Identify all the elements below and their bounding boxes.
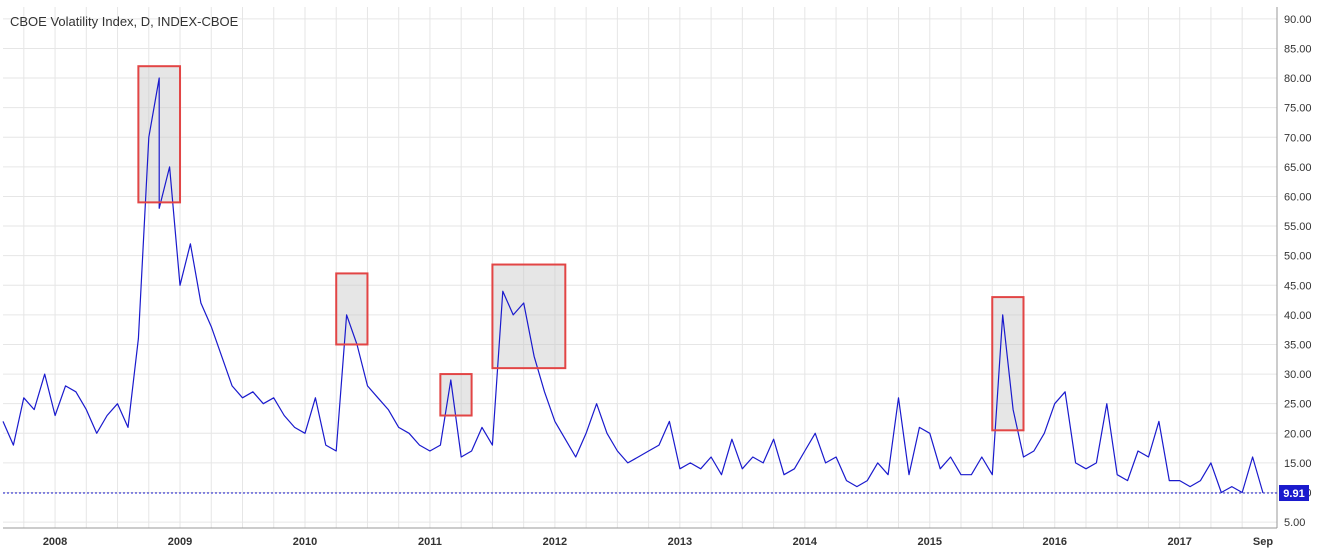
x-tick-label: 2011 bbox=[418, 536, 442, 548]
y-tick-label: 5.00 bbox=[1284, 517, 1305, 529]
chart-title: CBOE Volatility Index, D, INDEX-CBOE bbox=[10, 14, 239, 29]
x-tick-label: 2015 bbox=[918, 536, 942, 548]
y-tick-label: 80.00 bbox=[1284, 73, 1312, 85]
x-tick-label: 2012 bbox=[543, 536, 567, 548]
x-tick-label: Sep bbox=[1253, 536, 1273, 548]
series-line bbox=[2, 77, 1264, 494]
last-value-label: 9.91 bbox=[1283, 488, 1304, 500]
highlight-box bbox=[491, 263, 567, 370]
y-tick-label: 20.00 bbox=[1284, 428, 1312, 440]
y-tick-label: 30.00 bbox=[1284, 369, 1312, 381]
highlight-box-fill bbox=[440, 374, 472, 416]
y-tick-label: 85.00 bbox=[1284, 43, 1312, 55]
highlight-box-fill bbox=[492, 264, 566, 369]
y-tick-label: 75.00 bbox=[1284, 103, 1312, 115]
y-tick-label: 55.00 bbox=[1284, 221, 1312, 233]
x-tick-label: 2010 bbox=[293, 536, 317, 548]
last-value-badge bbox=[1279, 485, 1309, 502]
highlight-box bbox=[137, 65, 182, 204]
series-line-layer bbox=[2, 77, 1264, 494]
y-tick-label: 65.00 bbox=[1284, 162, 1312, 174]
y-tick-label: 60.00 bbox=[1284, 191, 1312, 203]
x-tick-label: 2016 bbox=[1042, 536, 1066, 548]
x-tick-label: 2009 bbox=[168, 536, 192, 548]
y-tick-label: 40.00 bbox=[1284, 310, 1312, 322]
grid-lines bbox=[3, 7, 1277, 528]
x-tick-label: 2017 bbox=[1167, 536, 1191, 548]
y-tick-label: 35.00 bbox=[1284, 339, 1312, 351]
axes: 5.0010.0015.0020.0025.0030.0035.0040.004… bbox=[3, 7, 1312, 548]
highlight-box bbox=[335, 272, 369, 346]
x-tick-label: 2014 bbox=[793, 536, 818, 548]
y-tick-label: 70.00 bbox=[1284, 132, 1312, 144]
highlight-box-outlines bbox=[137, 65, 1025, 432]
highlight-box bbox=[439, 373, 473, 417]
y-tick-label: 15.00 bbox=[1284, 458, 1312, 470]
x-tick-label: 2008 bbox=[43, 536, 67, 548]
highlight-box-fill bbox=[336, 273, 368, 345]
x-tick-label: 2013 bbox=[668, 536, 692, 548]
y-tick-label: 90.00 bbox=[1284, 14, 1312, 26]
highlight-box bbox=[991, 296, 1025, 432]
y-tick-label: 25.00 bbox=[1284, 399, 1312, 411]
y-tick-label: 50.00 bbox=[1284, 251, 1312, 263]
y-tick-label: 45.00 bbox=[1284, 280, 1312, 292]
